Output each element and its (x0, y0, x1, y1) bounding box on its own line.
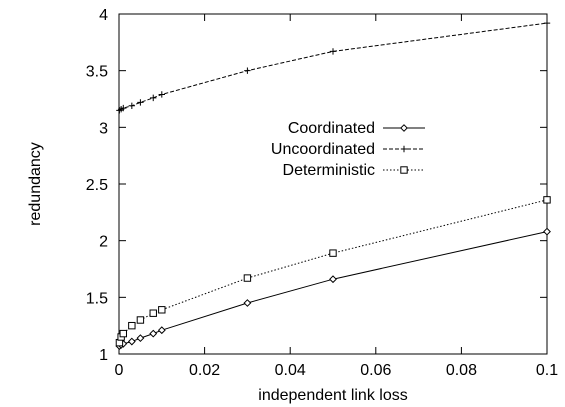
legend-label-uncoordinated: Uncoordinated (271, 141, 375, 158)
data-point-deterministic (119, 329, 127, 338)
x-tick-label: 0.08 (446, 362, 477, 379)
x-tick-label: 0 (115, 362, 124, 379)
x-tick-label: 0.06 (360, 362, 391, 379)
data-point-deterministic (243, 274, 252, 282)
y-tick-label: 1 (99, 347, 108, 364)
y-tick-label: 1.5 (86, 290, 108, 307)
data-point-coordinated (329, 275, 337, 284)
data-point-deterministic (543, 196, 551, 204)
legend-marker-coordinated (400, 124, 408, 132)
series-line-coordinated (119, 231, 548, 347)
series-markers (115, 19, 551, 350)
x-axis-label: independent link loss (258, 387, 407, 404)
y-tick-label: 3 (99, 120, 108, 137)
legend: Coordinated Uncoordinated Deterministic (271, 120, 425, 179)
data-point-uncoordinated (128, 102, 136, 109)
axes: 0 0.02 0.04 0.06 0.08 0.1 1 1.5 2 2.5 3 3.5 4 (86, 7, 558, 379)
data-point-uncoordinated (137, 99, 144, 106)
data-point-coordinated (149, 329, 158, 338)
series-line-uncoordinated (119, 22, 548, 111)
data-point-uncoordinated (120, 104, 127, 112)
y-axis-label: redundancy (27, 142, 44, 226)
y-tick-label: 2.5 (86, 177, 108, 194)
data-point-coordinated (543, 227, 551, 236)
data-point-uncoordinated (543, 19, 551, 27)
plot-frame (118, 13, 548, 355)
data-point-coordinated (243, 299, 252, 307)
data-point-coordinated (157, 326, 166, 335)
y-tick-label: 2 (99, 234, 108, 251)
x-tick-label: 0.04 (275, 362, 306, 379)
series-lines (118, 22, 548, 347)
legend-label-deterministic: Deterministic (283, 162, 375, 179)
data-point-deterministic (149, 309, 157, 317)
data-point-uncoordinated (158, 91, 165, 98)
data-point-deterministic (329, 249, 337, 257)
legend-marker-uncoordinated (400, 145, 408, 153)
y-tick-label: 3.5 (86, 64, 108, 81)
data-point-deterministic (136, 316, 145, 324)
data-point-deterministic (158, 306, 166, 314)
x-tick-label: 0.1 (536, 362, 558, 379)
x-tick-label: 0.02 (189, 362, 220, 379)
y-tick-label: 4 (99, 7, 108, 24)
legend-label-coordinated: Coordinated (288, 120, 375, 137)
data-point-uncoordinated (150, 94, 157, 102)
data-point-uncoordinated (329, 48, 337, 55)
data-point-deterministic (128, 321, 136, 330)
series-line-deterministic (118, 199, 548, 343)
data-point-coordinated (136, 334, 145, 343)
data-point-coordinated (127, 337, 136, 346)
legend-marker-deterministic (400, 166, 408, 174)
data-point-uncoordinated (244, 67, 251, 74)
